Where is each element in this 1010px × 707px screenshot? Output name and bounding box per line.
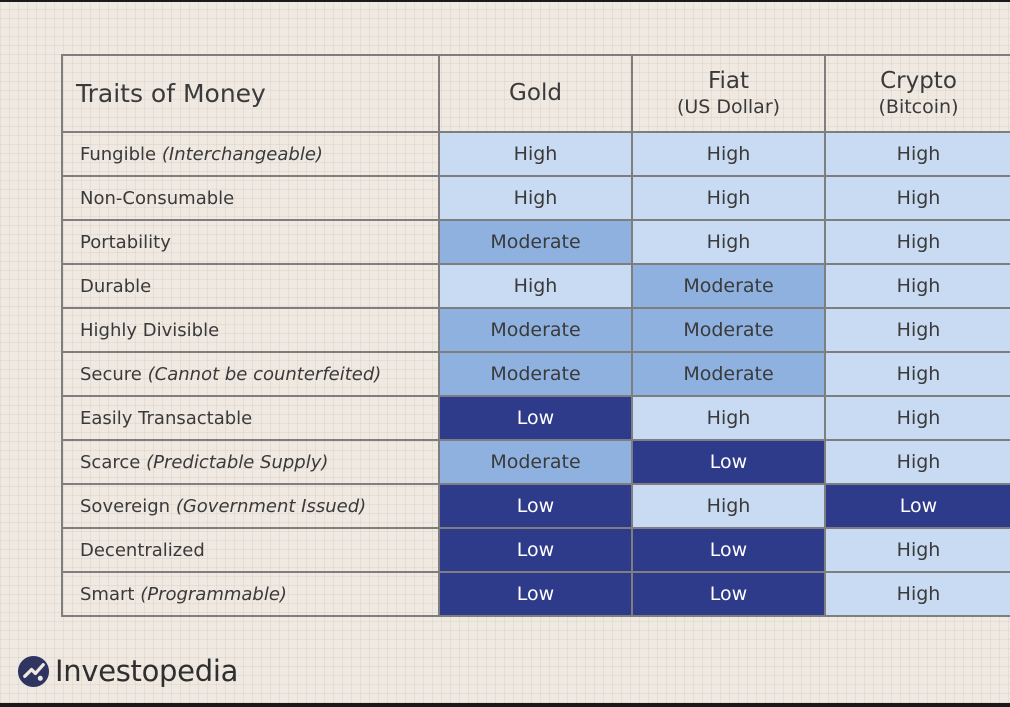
- table-row: Secure (Cannot be counterfeited) Moderate…: [61, 351, 1010, 397]
- trait-note: (Cannot be counterfeited): [147, 363, 382, 385]
- rating-cell: High: [824, 175, 1010, 221]
- table-row: Easily Transactable Low High High: [61, 395, 1010, 441]
- header-row: Traits of Money Gold Fiat (US Dollar) Cr…: [61, 54, 1010, 133]
- table-row: Portability Moderate High High: [61, 219, 1010, 265]
- trait-note: (Programmable): [140, 583, 287, 605]
- column-subtitle: (Bitcoin): [878, 95, 959, 118]
- column-header-crypto: Crypto (Bitcoin): [824, 54, 1010, 133]
- rating-cell: High: [824, 527, 1010, 573]
- investopedia-logo-icon: [17, 655, 50, 687]
- rating-cell: Low: [631, 439, 826, 485]
- rating-cell: Moderate: [438, 219, 633, 265]
- trait-label: Easily Transactable: [61, 395, 440, 441]
- table-row: Decentralized Low Low High: [61, 527, 1010, 573]
- column-header-fiat: Fiat (US Dollar): [631, 54, 826, 133]
- rating-cell: High: [631, 483, 826, 529]
- rating-cell: Low: [438, 527, 633, 573]
- rating-cell: Low: [438, 395, 633, 441]
- rating-cell: High: [824, 439, 1010, 485]
- rating-cell: High: [631, 395, 826, 441]
- trait-label: Fungible (Interchangeable): [61, 131, 440, 177]
- rating-cell: Low: [631, 571, 826, 617]
- trait-label: Durable: [61, 263, 440, 309]
- table-row: Fungible (Interchangeable) High High High: [61, 131, 1010, 177]
- rating-cell: Low: [824, 483, 1010, 529]
- trait-note: (Government Issued): [175, 495, 367, 517]
- rating-cell: Low: [438, 571, 633, 617]
- rating-cell: High: [824, 219, 1010, 265]
- trait-label: Decentralized: [61, 527, 440, 573]
- table-row: Sovereign (Government Issued) Low High Low: [61, 483, 1010, 529]
- rating-cell: High: [631, 219, 826, 265]
- table-row: Durable High Moderate High: [61, 263, 1010, 309]
- trait-label: Scarce (Predictable Supply): [61, 439, 440, 485]
- trait-name: Fungible: [80, 143, 157, 165]
- trait-label: Portability: [61, 219, 440, 265]
- trait-label: Sovereign (Government Issued): [61, 483, 440, 529]
- rating-cell: High: [824, 571, 1010, 617]
- brand-name: Investopedia: [55, 654, 239, 688]
- traits-of-money-table: Traits of Money Gold Fiat (US Dollar) Cr…: [61, 54, 1010, 617]
- trait-name: Sovereign: [80, 495, 171, 517]
- trait-label: Non-Consumable: [61, 175, 440, 221]
- trait-label: Highly Divisible: [61, 307, 440, 353]
- rating-cell: High: [631, 131, 826, 177]
- column-header-gold: Gold: [438, 54, 633, 133]
- trait-label: Secure (Cannot be counterfeited): [61, 351, 440, 397]
- rating-cell: High: [631, 175, 826, 221]
- rating-cell: Moderate: [438, 439, 633, 485]
- column-name: Fiat: [707, 68, 750, 95]
- rating-cell: Low: [438, 483, 633, 529]
- trait-name: Non-Consumable: [80, 187, 235, 209]
- rating-cell: Moderate: [631, 307, 826, 353]
- rating-cell: High: [824, 395, 1010, 441]
- trait-note: (Predictable Supply): [146, 451, 329, 473]
- trait-name: Highly Divisible: [80, 319, 220, 341]
- table-row: Non-Consumable High High High: [61, 175, 1010, 221]
- table-title: Traits of Money: [61, 54, 440, 133]
- rating-cell: High: [824, 351, 1010, 397]
- column-name: Crypto: [880, 68, 957, 95]
- rating-cell: Moderate: [438, 351, 633, 397]
- rating-cell: High: [824, 131, 1010, 177]
- trait-label: Smart (Programmable): [61, 571, 440, 617]
- rating-cell: High: [824, 307, 1010, 353]
- column-name: Gold: [509, 79, 562, 106]
- rating-cell: Low: [631, 527, 826, 573]
- trait-name: Portability: [80, 231, 171, 253]
- rating-cell: High: [824, 263, 1010, 309]
- rating-cell: High: [438, 175, 633, 221]
- investopedia-logo: Investopedia: [17, 652, 238, 690]
- rating-cell: Moderate: [438, 307, 633, 353]
- column-subtitle: (US Dollar): [676, 95, 781, 118]
- trait-name: Scarce: [80, 451, 141, 473]
- trait-name: Durable: [80, 275, 152, 297]
- trait-name: Decentralized: [80, 539, 205, 561]
- table-row: Scarce (Predictable Supply) Moderate Low Hi…: [61, 439, 1010, 485]
- rating-cell: High: [438, 263, 633, 309]
- top-border: [0, 0, 1010, 2]
- rating-cell: High: [438, 131, 633, 177]
- bottom-border: [0, 703, 1010, 707]
- rating-cell: Moderate: [631, 351, 826, 397]
- rating-cell: Moderate: [631, 263, 826, 309]
- trait-note: (Interchangeable): [161, 143, 323, 165]
- trait-name: Smart: [80, 583, 135, 605]
- table-body: Fungible (Interchangeable) High High High No…: [61, 131, 1010, 617]
- table-row: Highly Divisible Moderate Moderate High: [61, 307, 1010, 353]
- trait-name: Easily Transactable: [80, 407, 253, 429]
- table-row: Smart (Programmable) Low Low High: [61, 571, 1010, 617]
- trait-name: Secure: [80, 363, 142, 385]
